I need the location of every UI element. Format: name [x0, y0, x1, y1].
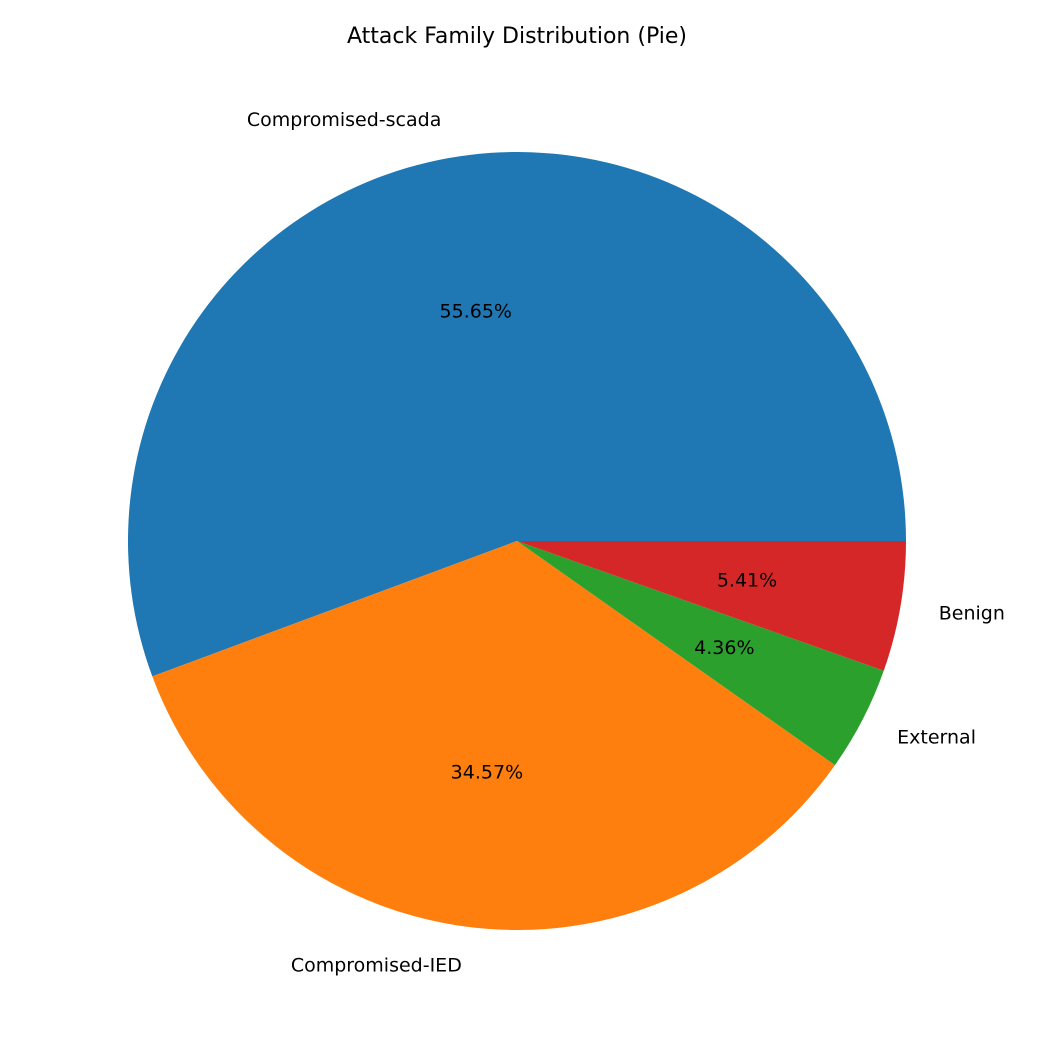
slice-label-compromised-scada: Compromised-scada: [247, 109, 441, 131]
pie-slice-benign: [517, 541, 906, 671]
pie-slice-external: [517, 541, 884, 766]
slice-label-benign: Benign: [939, 602, 1005, 624]
slice-value-label-compromised-scada: 55.65%: [440, 300, 512, 322]
pie-slices: [127, 152, 907, 931]
slice-label-compromised-ied: Compromised-IED: [291, 954, 462, 976]
slice-value-label-benign: 5.41%: [717, 569, 777, 591]
pie-labels: Compromised-scada 55.65% Compromised-IED 34…: [247, 109, 1005, 976]
pie-slice-compromised-scada: [127, 152, 907, 677]
chart-title: Attack Family Distribution (Pie): [347, 24, 687, 49]
pie-slice-compromised-ied: [152, 541, 835, 931]
slice-label-external: External: [897, 726, 976, 748]
slice-value-label-compromised-ied: 34.57%: [451, 761, 523, 783]
slice-value-label-external: 4.36%: [694, 637, 754, 659]
